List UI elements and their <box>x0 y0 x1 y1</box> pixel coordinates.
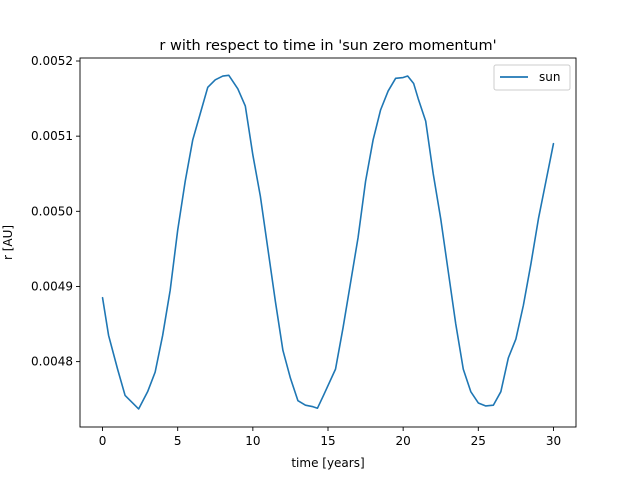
x-tick-label: 0 <box>99 434 107 448</box>
y-tick-label: 0.0049 <box>31 279 73 293</box>
y-tick-label: 0.0050 <box>31 204 73 218</box>
y-tick-label: 0.0051 <box>31 129 73 143</box>
y-axis: 0.0048 0.0049 0.0050 0.0051 0.0052 <box>31 54 80 369</box>
x-tick-label: 25 <box>471 434 486 448</box>
y-tick-label: 0.0048 <box>31 355 73 369</box>
x-tick-label: 5 <box>174 434 182 448</box>
x-tick-label: 10 <box>245 434 260 448</box>
y-tick-label: 0.0052 <box>31 54 73 68</box>
x-tick-label: 15 <box>320 434 335 448</box>
x-axis-label: time [years] <box>291 456 364 470</box>
legend: sun <box>493 64 571 91</box>
x-axis: 0 5 10 15 20 25 30 <box>99 427 561 448</box>
chart-title: r with respect to time in 'sun zero mome… <box>159 38 496 54</box>
x-tick-label: 20 <box>396 434 411 448</box>
series-line-sun <box>101 74 555 410</box>
y-axis-label: r [AU] <box>1 225 15 260</box>
legend-label-sun: sun <box>539 70 560 84</box>
legend-box <box>493 64 571 91</box>
x-tick-label: 30 <box>546 434 561 448</box>
